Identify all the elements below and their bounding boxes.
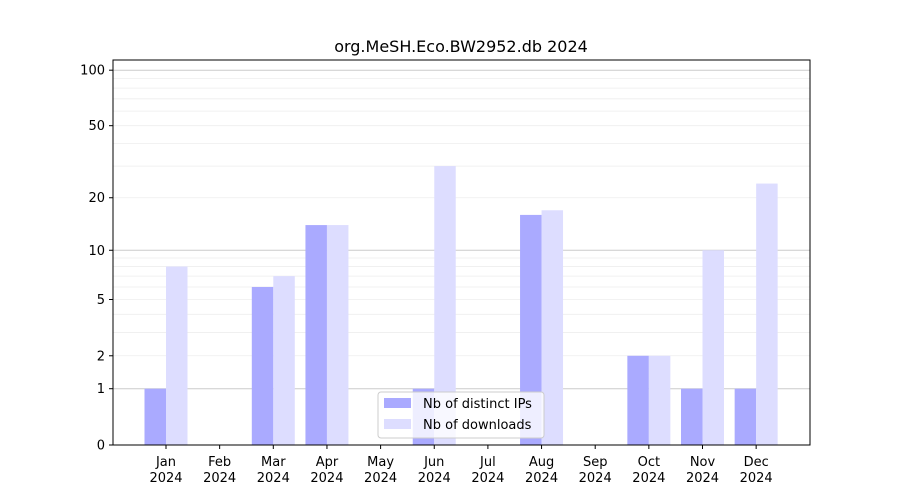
y-tick-label: 0 [97,439,105,454]
bar-downloads-3 [326,225,349,445]
bar-downloads-7 [541,210,564,445]
chart-title: org.MeSH.Eco.BW2952.db 2024 [334,37,588,56]
x-tick-label: Sep 2024 [579,455,612,486]
bar-ips-10 [681,388,703,445]
plot-frame [112,59,811,446]
x-tick-label: May 2024 [364,455,397,486]
x-tick-label: Jan 2024 [149,455,182,486]
x-tick-label: Aug 2024 [525,455,558,486]
bar-downloads-0 [166,266,188,445]
legend-box [377,391,545,439]
x-tick-label: Oct 2024 [632,455,665,486]
legend-label-ips: Nb of distinct IPs [423,397,532,412]
y-tick-label: 20 [88,191,105,206]
bar-ips-3 [305,225,327,445]
bar-downloads-2 [273,276,295,445]
legend-swatch-ips [384,398,411,408]
bar-ips-0 [144,388,166,445]
bar-downloads-11 [756,183,778,446]
y-axis: 0 1 2 5 10 20 50 100 [80,64,113,454]
y-tick-label: 100 [80,64,105,79]
bar-downloads-5 [434,166,456,445]
x-tick-label: Jul 2024 [471,455,504,486]
x-tick-label: Dec 2024 [740,455,773,486]
x-tick-label: Feb 2024 [203,455,236,486]
bar-downloads-10 [702,250,724,445]
y-tick-label: 10 [88,244,105,259]
y-tick-label: 50 [88,119,105,134]
legend: Nb of distinct IPs Nb of downloads [377,391,545,439]
bar-ips-7 [520,214,542,445]
x-axis: Jan 2024 Feb 2024 Mar 2024 Apr 2024 May 2024 Jun 20… [149,445,773,486]
x-tick-label: Nov 2024 [686,455,719,486]
x-tick-label: Jun 2024 [418,455,451,486]
x-tick-label: Mar 2024 [257,455,290,486]
y-tick-label: 2 [97,349,105,364]
legend-swatch-downloads [384,419,411,429]
y-tick-label: 1 [97,382,105,397]
bar-ips-9 [627,355,649,445]
grid-lines [113,69,810,390]
x-tick-label: Apr 2024 [310,455,343,486]
legend-label-downloads: Nb of downloads [423,418,532,433]
bar-ips-11 [734,388,757,445]
bar-downloads-9 [648,355,671,445]
y-tick-label: 5 [97,293,105,308]
bar-ips-2 [251,286,274,445]
